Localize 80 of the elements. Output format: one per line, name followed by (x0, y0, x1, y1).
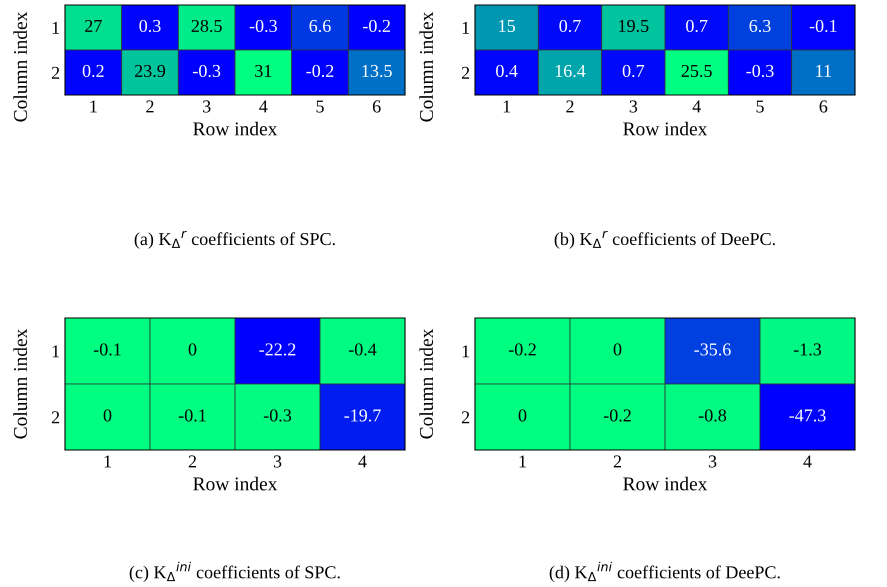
y-tick-label: 1 (462, 22, 470, 34)
data-label: -0.4 (348, 343, 377, 356)
data-label: -0.1 (810, 20, 837, 32)
x-tick-label: 5 (316, 100, 324, 113)
x-tick-label: 2 (188, 455, 196, 468)
x-tick-label: 5 (756, 100, 764, 113)
x-tick-label: 1 (504, 100, 510, 112)
data-label: -0.3 (250, 20, 277, 32)
data-label: 0 (518, 409, 526, 422)
x-tick-label: 3 (274, 455, 282, 468)
data-label: 27 (85, 20, 102, 32)
data-label: 23.9 (134, 64, 166, 78)
y-tick-label: 1 (462, 345, 470, 358)
y-axis-title: Column index (13, 12, 28, 122)
x-tick-label: 4 (803, 456, 812, 468)
text: (c) K$_{Δ}$$^{ini}$ coefficients of SPC. (130, 562, 340, 582)
data-label: -19.7 (344, 409, 381, 422)
data-label: -0.1 (94, 343, 121, 356)
data-label: -0.1 (178, 409, 206, 422)
data-label: 0.3 (139, 20, 161, 32)
y-tick-label: 2 (52, 411, 60, 424)
data-label: -35.6 (694, 343, 731, 356)
data-label: 0 (104, 409, 112, 422)
x-tick-label: 2 (146, 100, 154, 112)
data-label: 15 (499, 20, 515, 32)
data-label: 0.7 (622, 64, 644, 78)
data-label: 0.2 (82, 64, 104, 78)
x-tick-label: 6 (372, 100, 381, 113)
data-label: -1.3 (794, 343, 822, 356)
x-axis-title: Row index (193, 476, 278, 490)
data-label: -0.3 (193, 64, 220, 78)
x-tick-label: 3 (708, 455, 716, 468)
x-tick-label: 2 (614, 455, 622, 468)
y-axis-title: Column index (13, 328, 28, 439)
x-tick-label: 1 (90, 100, 97, 112)
x-tick-label: 4 (692, 100, 701, 112)
y-axis-title: Column index (419, 328, 434, 439)
data-label: 13.5 (362, 64, 392, 78)
data-label: 16.4 (556, 64, 586, 78)
data-label: 0 (188, 343, 196, 356)
x-tick-label: 4 (358, 456, 367, 468)
y-tick-label: 1 (52, 345, 60, 358)
x-tick-label: 1 (104, 455, 111, 468)
data-label: -0.2 (508, 343, 536, 356)
data-label: -22.2 (259, 343, 296, 356)
data-label: -0.2 (604, 409, 631, 422)
x-tick-label: 6 (820, 100, 828, 113)
data-label: 11 (816, 64, 831, 77)
data-label: -0.3 (746, 64, 774, 78)
data-label: 0.7 (686, 20, 708, 32)
data-label: -0.2 (306, 64, 334, 78)
data-label: 19.5 (619, 20, 648, 32)
text: (d) K$_{Δ}$$^{ini}$ coefficients of DeePC. (550, 562, 780, 582)
text: (b) K$_{Δ}$$^{r}$ coefficients of DeePC. (554, 230, 775, 249)
data-label: 31 (255, 64, 272, 78)
x-tick-label: 3 (630, 100, 638, 113)
y-axis-title: Column index (419, 12, 434, 122)
data-label: -47.3 (789, 409, 826, 422)
data-label: 25.5 (682, 64, 712, 78)
data-label: -0.8 (698, 409, 726, 422)
data-label: -0.3 (264, 409, 292, 422)
y-tick-label: 2 (462, 66, 470, 79)
x-tick-label: 1 (520, 455, 526, 468)
data-label: 6.6 (309, 20, 331, 32)
y-tick-label: 2 (462, 411, 470, 424)
x-tick-label: 3 (203, 100, 210, 113)
data-label: 6.3 (749, 20, 771, 32)
x-axis-title: Row index (623, 476, 708, 490)
x-axis-title: Row index (623, 122, 708, 136)
data-label: 0.7 (559, 20, 581, 32)
data-label: 0.4 (496, 64, 518, 78)
x-tick-label: 4 (259, 100, 268, 112)
data-label: 0 (614, 343, 622, 356)
text: (a) K$_{Δ}$$^{r}$ coefficients of SPC. (134, 230, 335, 249)
y-tick-label: 2 (52, 66, 60, 79)
x-axis-title: Row index (193, 122, 278, 136)
x-tick-label: 2 (566, 100, 574, 112)
data-label: 28.5 (192, 20, 222, 32)
data-label: -0.2 (363, 20, 390, 32)
y-tick-label: 1 (52, 22, 60, 34)
